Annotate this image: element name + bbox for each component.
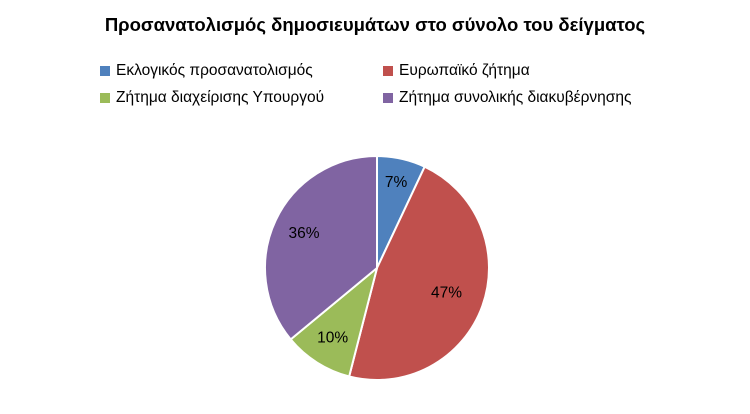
legend-item-european: Ευρωπαϊκό ζήτημα [383, 62, 683, 80]
legend-swatch-electoral [100, 66, 110, 76]
legend-label-minister: Ζήτημα διαχείρισης Υπουργού [116, 89, 325, 106]
legend-swatch-minister [100, 93, 110, 103]
legend-swatch-governance [383, 93, 393, 103]
pie-slice-governance [264, 155, 378, 341]
data-label-minister: 10% [317, 330, 348, 347]
legend-item-electoral: Εκλογικός προσανατολισμός [100, 62, 383, 80]
data-label-european: 47% [431, 285, 462, 302]
data-label-electoral: 7% [385, 174, 408, 191]
legend-label-governance: Ζήτημα συνολικής διακυβέρνησης [399, 89, 632, 106]
legend-label-electoral: Εκλογικός προσανατολισμός [116, 62, 313, 79]
legend-label-european: Ευρωπαϊκό ζήτημα [399, 62, 530, 79]
legend-item-minister: Ζήτημα διαχείρισης Υπουργού [100, 89, 383, 107]
data-label-governance: 36% [288, 225, 319, 242]
pie-slice-european [348, 165, 490, 381]
chart-legend: Εκλογικός προσανατολισμός Ευρωπαϊκό ζήτη… [100, 62, 700, 107]
legend-swatch-european [383, 66, 393, 76]
chart-title: Προσανατολισμός δημοσιευμάτων στο σύνολο… [104, 14, 646, 35]
legend-item-governance: Ζήτημα συνολικής διακυβέρνησης [383, 89, 683, 107]
